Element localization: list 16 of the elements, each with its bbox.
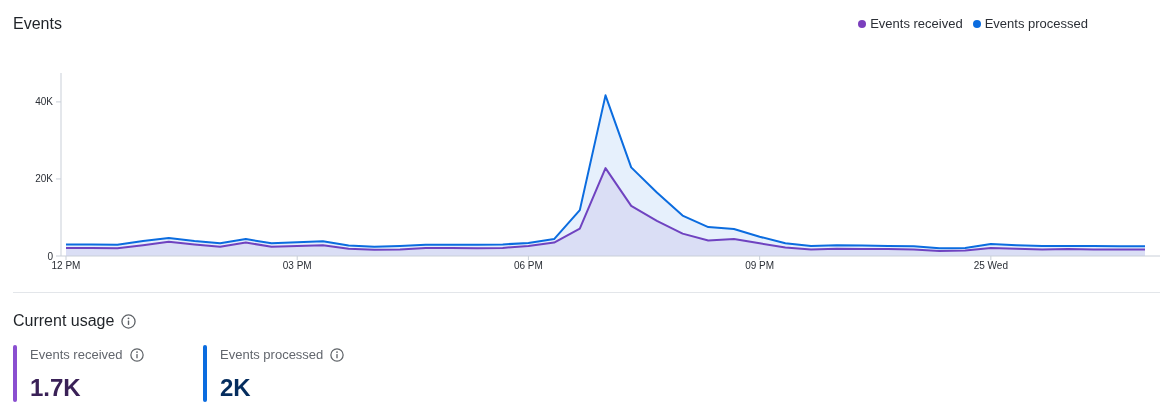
text: Current usage [13, 312, 115, 330]
text: 2K [220, 374, 251, 401]
legend-label: Events processed [984, 16, 1088, 31]
x-tick-label: 06 PM [513, 260, 543, 272]
category-label: Events received [30, 347, 123, 362]
x-tick-label: 09 PM [745, 260, 775, 272]
y-tick-label: 40K [35, 96, 54, 108]
y-tick-label: 20K [35, 173, 54, 185]
x-tick-label: 03 PM [282, 260, 312, 272]
y-tick-label: 0 [47, 250, 54, 262]
text: 1.7K [30, 374, 81, 401]
x-tick-label: 12 PM [51, 260, 81, 272]
category-label: Events processed [220, 347, 324, 362]
x-tick-label: 25 Wed [973, 260, 1009, 272]
chart-title: Events [13, 14, 62, 34]
legend-label: Events received [870, 16, 963, 31]
